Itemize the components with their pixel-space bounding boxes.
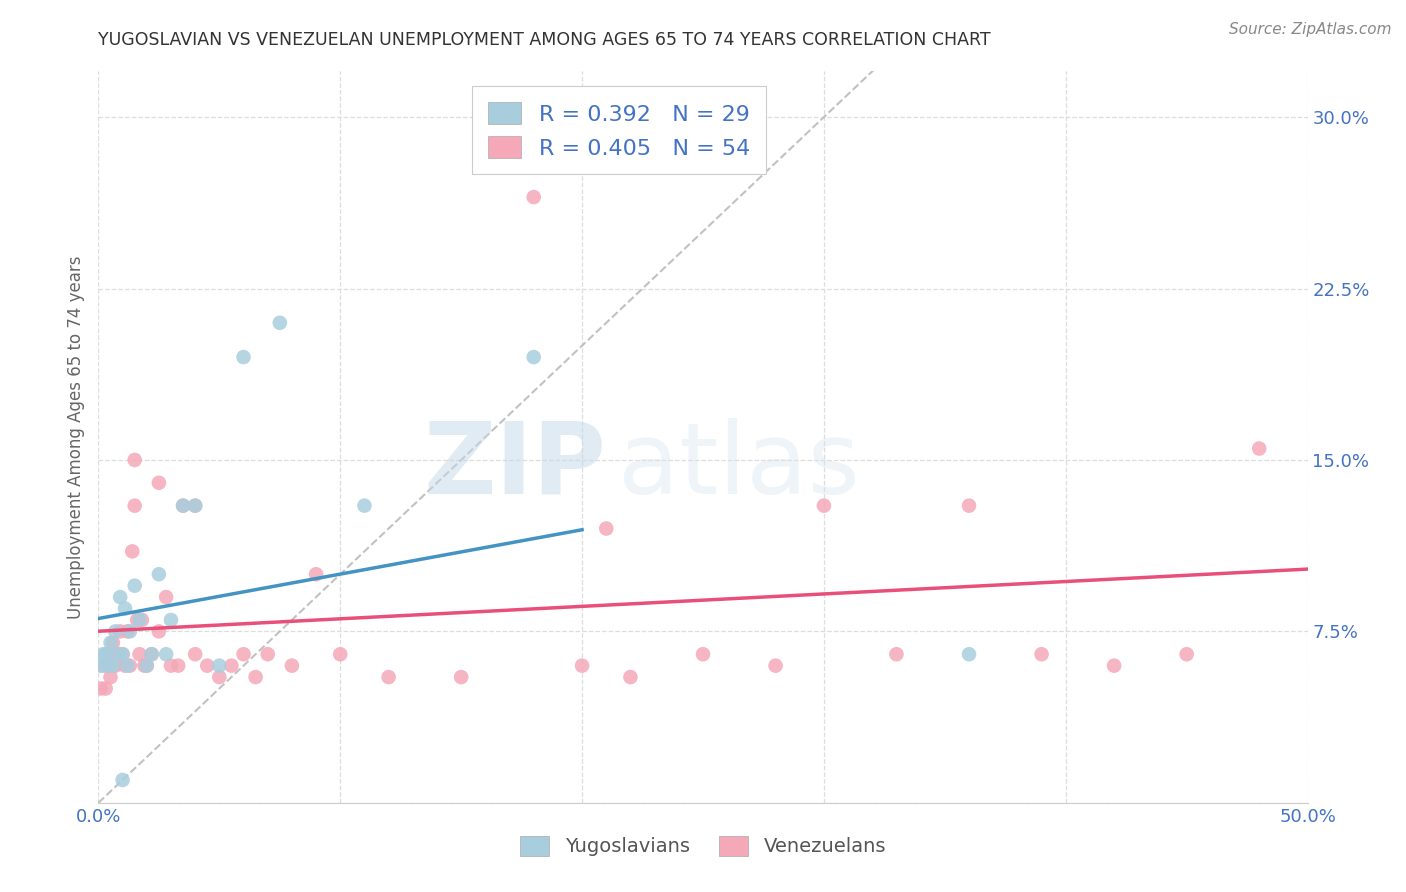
Point [128,613,150,627]
Point [127,613,149,627]
Point [245,670,267,684]
Point [97,647,120,661]
Point [450,670,472,684]
Text: YUGOSLAVIAN VS VENEZUELAN UNEMPLOYMENT AMONG AGES 65 TO 74 YEARS CORRELATION CHA: YUGOSLAVIAN VS VENEZUELAN UNEMPLOYMENT A… [98,31,991,49]
Point [1102,658,1125,673]
Point [208,670,231,684]
Point [377,670,399,684]
Point [117,658,139,673]
Point [141,647,163,661]
Point [619,670,641,684]
Point [108,624,131,639]
Point [101,636,124,650]
Point [208,658,231,673]
Point [94,647,117,661]
Point [232,647,254,661]
Point [148,475,170,490]
Legend: Yugoslavians, Venezuelans: Yugoslavians, Venezuelans [510,826,896,866]
Point [523,350,546,364]
Point [1175,647,1198,661]
Point [118,658,141,673]
Point [108,590,131,604]
Point [1031,647,1053,661]
Point [184,499,207,513]
Point [118,624,141,639]
Point [353,499,375,513]
Text: Source: ZipAtlas.com: Source: ZipAtlas.com [1229,22,1392,37]
Point [765,658,787,673]
Point [101,658,124,673]
Point [160,658,183,673]
Point [134,658,156,673]
Point [131,613,153,627]
Point [172,499,194,513]
Point [957,499,980,513]
Point [90,681,112,696]
Point [117,624,139,639]
Point [111,647,134,661]
Point [232,350,254,364]
Point [104,624,127,639]
Point [91,647,114,661]
Point [124,579,146,593]
Point [571,658,593,673]
Point [124,453,146,467]
Point [281,658,304,673]
Point [100,670,122,684]
Point [135,658,157,673]
Point [813,499,835,513]
Point [269,316,291,330]
Point [595,521,617,535]
Point [114,601,136,615]
Point [692,647,714,661]
Point [104,658,127,673]
Point [957,647,980,661]
Point [172,499,194,513]
Point [97,658,120,673]
Y-axis label: Unemployment Among Ages 65 to 74 years: Unemployment Among Ages 65 to 74 years [66,255,84,619]
Point [155,647,177,661]
Point [124,499,146,513]
Point [91,658,114,673]
Point [256,647,278,661]
Point [160,613,183,627]
Point [195,658,218,673]
Point [141,647,163,661]
Point [221,658,243,673]
Point [107,647,129,661]
Point [155,590,177,604]
Text: ZIP: ZIP [423,417,606,515]
Point [148,567,170,582]
Point [148,624,170,639]
Point [94,681,117,696]
Point [305,567,328,582]
Point [111,772,134,787]
Point [128,647,150,661]
Point [1249,442,1271,456]
Point [167,658,190,673]
Point [523,190,546,204]
Point [184,499,207,513]
Point [121,544,143,558]
Point [107,647,129,661]
Point [184,647,207,661]
Point [111,647,134,661]
Text: atlas: atlas [619,417,860,515]
Point [114,658,136,673]
Point [329,647,352,661]
Point [90,658,112,673]
Point [886,647,908,661]
Point [135,658,157,673]
Point [100,636,122,650]
